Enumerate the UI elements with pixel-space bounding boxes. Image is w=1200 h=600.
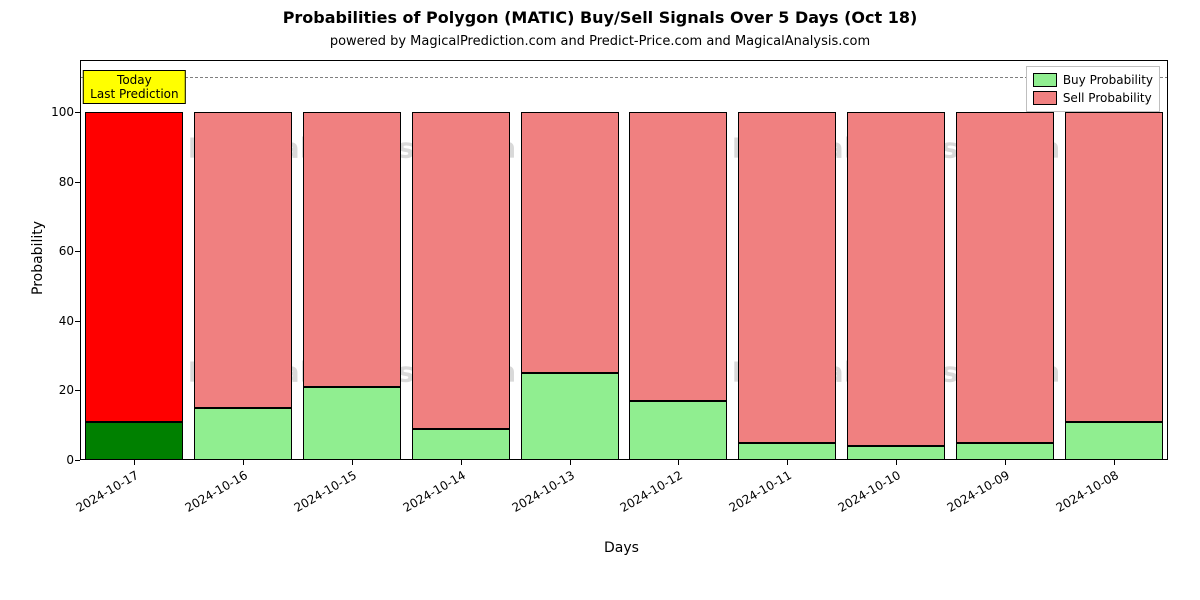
x-tick (570, 460, 571, 465)
legend-item: Buy Probability (1033, 71, 1153, 89)
x-tick (787, 460, 788, 465)
bar-segment (85, 422, 183, 460)
bar-segment (847, 112, 945, 446)
bar-segment (738, 112, 836, 442)
x-tick-label: 2024-10-11 (727, 468, 794, 515)
bar-segment (412, 429, 510, 460)
bar-group (738, 60, 836, 460)
x-tick-label: 2024-10-14 (400, 468, 467, 515)
x-tick (352, 460, 353, 465)
x-tick-label: 2024-10-09 (944, 468, 1011, 515)
legend-item: Sell Probability (1033, 89, 1153, 107)
legend-swatch (1033, 91, 1057, 105)
x-tick-label: 2024-10-15 (292, 468, 359, 515)
bar-segment (412, 112, 510, 429)
x-tick (1114, 460, 1115, 465)
bar-segment (521, 373, 619, 460)
x-tick (678, 460, 679, 465)
plot-area: MagicalAnalysis.comMagicalAnalysis.comMa… (80, 60, 1168, 460)
bar-segment (1065, 422, 1163, 460)
chart-title: Probabilities of Polygon (MATIC) Buy/Sel… (0, 8, 1200, 27)
chart-figure: Probabilities of Polygon (MATIC) Buy/Sel… (0, 0, 1200, 600)
bar-segment (85, 112, 183, 422)
x-tick-label: 2024-10-16 (183, 468, 250, 515)
bar-segment (629, 401, 727, 460)
legend: Buy ProbabilitySell Probability (1026, 66, 1160, 112)
bar-group (629, 60, 727, 460)
bar-group (194, 60, 292, 460)
bar-segment (738, 443, 836, 460)
x-axis-label: Days (604, 540, 639, 556)
bar-segment (1065, 112, 1163, 422)
y-tick-label: 60 (59, 244, 80, 258)
y-tick-label: 100 (51, 105, 80, 119)
x-tick-label: 2024-10-12 (618, 468, 685, 515)
x-tick (1005, 460, 1006, 465)
bar-segment (303, 112, 401, 387)
x-tick (461, 460, 462, 465)
x-tick-label: 2024-10-10 (836, 468, 903, 515)
chart-subtitle: powered by MagicalPrediction.com and Pre… (0, 34, 1200, 49)
legend-swatch (1033, 73, 1057, 87)
x-tick-label: 2024-10-08 (1053, 468, 1120, 515)
plot-inner: MagicalAnalysis.comMagicalAnalysis.comMa… (80, 60, 1168, 460)
bar-group (847, 60, 945, 460)
y-tick-label: 20 (59, 383, 80, 397)
bar-group (956, 60, 1054, 460)
bar-segment (194, 408, 292, 460)
x-tick (243, 460, 244, 465)
bar-group (85, 60, 183, 460)
today-annotation: Today Last Prediction (83, 70, 185, 104)
x-tick (134, 460, 135, 465)
legend-label: Buy Probability (1063, 71, 1153, 89)
y-tick-label: 0 (66, 453, 80, 467)
bar-group (1065, 60, 1163, 460)
bar-group (303, 60, 401, 460)
x-tick-label: 2024-10-13 (509, 468, 576, 515)
x-tick-label: 2024-10-17 (74, 468, 141, 515)
bar-segment (194, 112, 292, 408)
bar-segment (847, 446, 945, 460)
y-tick-label: 80 (59, 175, 80, 189)
x-tick (896, 460, 897, 465)
legend-label: Sell Probability (1063, 89, 1152, 107)
bar-segment (956, 443, 1054, 460)
bar-segment (956, 112, 1054, 442)
y-tick-label: 40 (59, 314, 80, 328)
bar-group (521, 60, 619, 460)
y-axis-label: Probability (30, 221, 46, 295)
bar-group (412, 60, 510, 460)
bar-segment (303, 387, 401, 460)
bar-segment (521, 112, 619, 373)
bar-segment (629, 112, 727, 401)
